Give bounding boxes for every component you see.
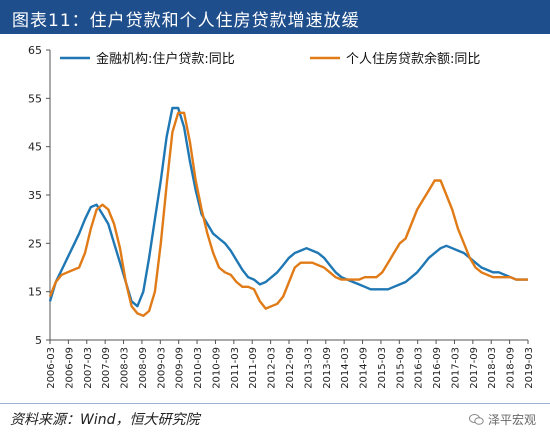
x-tick-label: 2006-03	[46, 347, 57, 389]
x-tick-label: 2013-09	[322, 347, 333, 389]
y-tick-label: 5	[35, 334, 42, 347]
x-tick-label: 2018-03	[487, 347, 498, 389]
x-tick-label: 2016-09	[432, 347, 443, 389]
x-tick-label: 2015-03	[377, 347, 388, 389]
chart: 5 15 25 35 45 55 65 2006-03 2006-09 2007-03 2007-…	[28, 44, 535, 389]
x-tick-label: 2006-09	[64, 347, 75, 389]
x-tick-label: 2017-09	[469, 347, 480, 389]
x-tick-label: 2012-09	[285, 347, 296, 389]
watermark: 泽平宏观	[468, 411, 536, 428]
x-tick-label: 2007-09	[101, 347, 112, 389]
y-tick-label: 25	[28, 237, 42, 250]
watermark-text: 泽平宏观	[487, 413, 536, 427]
series-line-2	[48, 111, 528, 317]
chart-series	[48, 106, 528, 317]
series-line-1	[48, 106, 528, 308]
y-tick-label: 35	[28, 189, 42, 202]
x-tick-label: 2014-09	[359, 347, 370, 389]
x-tick-label: 2012-03	[267, 347, 278, 389]
x-tick-label: 2011-09	[248, 347, 259, 389]
page-title: 图表11：住户贷款和个人住房贷款增速放缓	[12, 11, 360, 31]
x-tick-label: 2018-09	[506, 347, 517, 389]
chart-axes	[49, 50, 528, 341]
title-bar: 图表11：住户贷款和个人住房贷款增速放缓	[0, 0, 550, 34]
y-tick-label: 45	[28, 141, 42, 154]
x-tick-label: 2007-03	[83, 347, 94, 389]
legend-label-2: 个人住房贷款余额:同比	[346, 51, 480, 67]
footer-divider	[0, 403, 550, 404]
legend-label-1: 金融机构:住户贷款:同比	[96, 51, 235, 67]
y-axis-ticks: 5 15 25 35 45 55 65	[28, 44, 50, 347]
x-tick-label: 2019-03	[524, 347, 535, 389]
x-tick-label: 2010-03	[193, 347, 204, 389]
x-tick-label: 2008-09	[138, 347, 149, 389]
x-tick-label: 2017-03	[450, 347, 461, 389]
x-tick-label: 2010-09	[211, 347, 222, 389]
y-tick-label: 15	[28, 286, 42, 299]
source-note: 资料来源：Wind，恒大研究院	[10, 412, 200, 428]
x-tick-label: 2016-03	[414, 347, 425, 389]
y-tick-label: 65	[28, 44, 42, 57]
x-tick-label: 2009-03	[156, 347, 167, 389]
x-tick-label: 2015-09	[395, 347, 406, 389]
y-tick-label: 55	[28, 92, 42, 105]
x-tick-label: 2009-09	[175, 347, 186, 389]
x-tick-label: 2013-03	[303, 347, 314, 389]
chart-legend: 金融机构:住户贷款:同比 个人住房贷款余额:同比	[60, 51, 480, 67]
x-tick-label: 2014-03	[340, 347, 351, 389]
x-tick-label: 2011-03	[230, 347, 241, 389]
x-tick-label: 2008-03	[120, 347, 131, 389]
wechat-icon	[468, 414, 484, 425]
x-axis-ticks: 2006-03 2006-09 2007-03 2007-09 2008-03 2008-…	[46, 340, 535, 389]
